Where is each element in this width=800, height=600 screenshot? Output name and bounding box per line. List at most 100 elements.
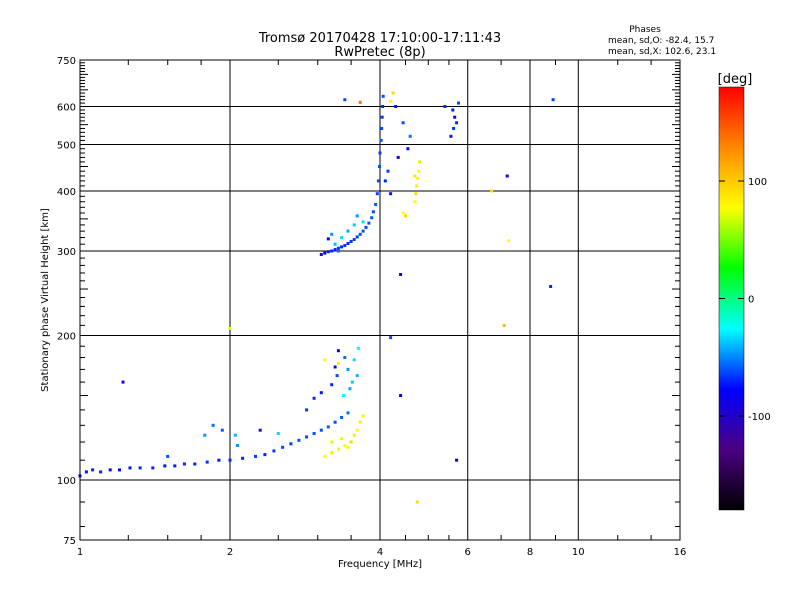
data-point	[305, 435, 309, 439]
data-point	[364, 225, 368, 229]
y-tick-label: 600	[57, 103, 76, 114]
data-point	[336, 246, 340, 250]
data-point	[163, 464, 167, 468]
data-point	[378, 151, 382, 155]
data-point	[336, 447, 340, 451]
y-tick-label: 100	[57, 476, 76, 487]
data-point	[173, 464, 177, 468]
data-point	[551, 98, 555, 102]
data-point	[340, 236, 344, 240]
data-point	[380, 127, 384, 130]
data-point	[340, 245, 344, 249]
data-point	[333, 365, 337, 369]
data-point	[380, 115, 384, 119]
data-point	[84, 470, 88, 474]
data-point	[330, 383, 334, 387]
data-point	[330, 232, 334, 236]
data-point	[451, 108, 455, 112]
data-point	[228, 326, 232, 330]
data-point	[342, 394, 346, 397]
data-point	[356, 346, 360, 350]
data-point	[346, 411, 350, 415]
data-point	[457, 101, 460, 105]
data-point	[220, 428, 224, 432]
data-point	[375, 192, 379, 196]
data-point	[217, 458, 221, 462]
data-point	[233, 433, 237, 437]
data-point	[335, 374, 339, 378]
data-point	[205, 460, 209, 464]
data-point	[355, 235, 359, 239]
data-point	[389, 99, 393, 103]
x-tick-label: 10	[572, 547, 585, 558]
data-point	[361, 229, 365, 233]
data-point	[371, 210, 375, 214]
axis-ticks	[80, 60, 680, 540]
data-point	[370, 216, 374, 220]
plot-frame	[79, 59, 681, 541]
colorbar-tick-label: 100	[748, 177, 767, 188]
data-point	[263, 453, 267, 457]
data-point	[406, 147, 410, 151]
chart-subtitle: RwPretec (8p)	[334, 45, 425, 60]
data-point	[352, 223, 356, 227]
x-tick-label: 4	[377, 547, 383, 558]
data-point	[401, 211, 405, 215]
data-point	[336, 249, 340, 253]
data-point	[91, 468, 95, 472]
grid-lines	[80, 60, 680, 540]
colorbar-ticks: 100 0 -100	[719, 177, 771, 423]
data-point	[138, 466, 142, 470]
stats-heading: Phases	[629, 25, 661, 35]
data-point	[211, 423, 215, 427]
data-point	[348, 387, 352, 391]
data-point	[549, 285, 553, 288]
data-point	[349, 440, 353, 444]
data-point	[340, 437, 344, 441]
x-tick-label: 8	[527, 547, 533, 558]
data-point	[330, 440, 334, 444]
data-point	[358, 100, 362, 104]
data-point	[358, 232, 362, 236]
data-point	[228, 458, 232, 462]
data-point	[355, 428, 359, 432]
data-point	[399, 273, 403, 276]
y-axis-label: Stationary phase Virtual Height [km]	[40, 208, 51, 392]
data-point	[336, 349, 340, 353]
data-point	[389, 192, 393, 196]
data-point	[305, 408, 309, 412]
y-tick-label: 300	[57, 247, 76, 258]
data-point	[417, 169, 421, 173]
data-point	[381, 105, 385, 108]
data-point	[166, 454, 170, 458]
data-point	[361, 414, 365, 418]
data-point	[319, 391, 323, 395]
y-tick-label: 75	[63, 536, 76, 547]
data-point	[418, 160, 421, 164]
data-point	[323, 358, 327, 362]
chart-title: Tromsø 20170428 17:10:00-17:11:43	[258, 31, 501, 46]
data-point	[272, 449, 276, 453]
data-point	[346, 229, 350, 233]
data-point	[203, 433, 207, 437]
data-point	[336, 361, 340, 365]
data-point	[333, 242, 337, 246]
data-point	[455, 121, 459, 125]
data-point	[258, 428, 262, 432]
y-tick-label: 750	[57, 56, 76, 67]
data-point	[453, 115, 457, 119]
data-point	[297, 438, 301, 442]
data-point	[182, 462, 186, 466]
data-point	[330, 451, 334, 455]
data-point	[352, 238, 356, 241]
data-point	[383, 179, 387, 183]
data-point	[319, 428, 323, 432]
x-tick-label: 16	[674, 547, 687, 558]
data-point	[235, 444, 239, 447]
data-points	[78, 91, 555, 504]
y-tick-labels: 75 100 200 300 400 500 600 750	[57, 56, 76, 547]
data-point	[394, 105, 398, 108]
data-point	[449, 134, 453, 138]
data-point	[391, 91, 395, 95]
